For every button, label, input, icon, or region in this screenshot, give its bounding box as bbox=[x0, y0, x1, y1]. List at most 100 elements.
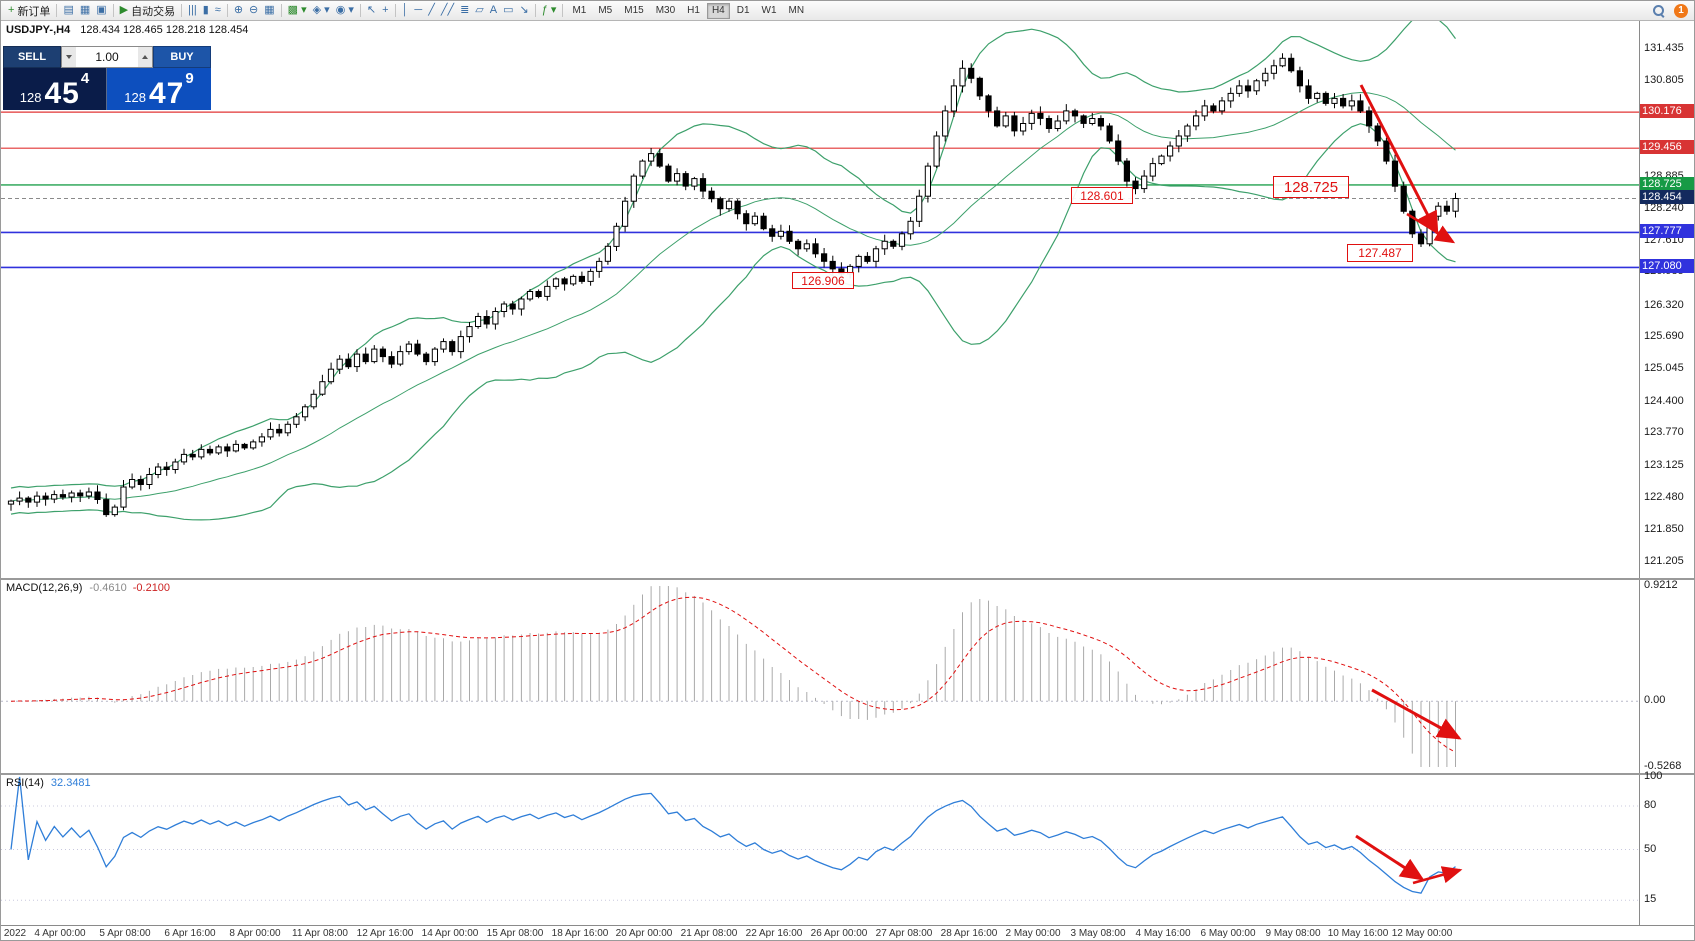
price-line-axis-label: 129.456 bbox=[1640, 140, 1694, 154]
new-chart-icon: ▩ ▾ bbox=[287, 4, 307, 16]
trendline-button[interactable]: ╱ bbox=[425, 2, 438, 20]
timeframe-d1-button[interactable]: D1 bbox=[732, 3, 755, 19]
price-tick-label: 124.400 bbox=[1644, 395, 1684, 407]
vertical-line-button[interactable]: │ bbox=[399, 2, 412, 20]
crosshair-button[interactable]: + bbox=[379, 2, 391, 20]
price-tick-label: 121.850 bbox=[1644, 523, 1684, 535]
bid-price-sup: 4 bbox=[80, 70, 90, 87]
bar-chart-button[interactable]: ||| bbox=[185, 2, 200, 20]
notification-badge[interactable]: 1 bbox=[1674, 3, 1688, 18]
data-window-icon[interactable]: ▦ bbox=[77, 2, 93, 20]
zoom-out-button[interactable]: ⊖ bbox=[246, 2, 261, 20]
price-tick-label: 125.690 bbox=[1644, 330, 1684, 342]
time-axis-label: 26 Apr 00:00 bbox=[810, 928, 868, 939]
price-annotation-label[interactable]: 128.601 bbox=[1071, 187, 1133, 204]
time-axis-label: Mar 2022 bbox=[1, 928, 27, 939]
price-tick-label: 126.320 bbox=[1644, 299, 1684, 311]
time-axis-label: 18 Apr 16:00 bbox=[551, 928, 609, 939]
panel-separator-rsi[interactable] bbox=[1, 773, 1694, 775]
cursor-button[interactable]: ↖ bbox=[364, 2, 379, 20]
timeframe-h1-button[interactable]: H1 bbox=[682, 3, 705, 19]
time-axis-label: 11 Apr 08:00 bbox=[292, 928, 348, 939]
line-chart-button[interactable]: ≈ bbox=[212, 2, 224, 20]
buy-button[interactable]: BUY bbox=[153, 46, 211, 68]
toolbar-separator bbox=[359, 4, 361, 17]
timeframe-m30-button[interactable]: M30 bbox=[651, 3, 680, 19]
new-order-button[interactable]: + 新订单 bbox=[5, 2, 53, 20]
time-axis-label: 12 Apr 16:00 bbox=[356, 928, 414, 939]
price-axis[interactable] bbox=[1639, 21, 1694, 925]
fibonacci-button[interactable]: ≣ bbox=[457, 2, 472, 20]
price-chart-canvas[interactable] bbox=[1, 21, 1639, 578]
label-button[interactable]: ▭ bbox=[500, 2, 516, 20]
timeframes-menu-button[interactable]: ◉ ▾ bbox=[333, 2, 357, 20]
bid-price-panel[interactable]: 128 45 4 bbox=[3, 68, 107, 110]
timeframe-m15-button[interactable]: M15 bbox=[619, 3, 648, 19]
candlestick-chart-icon: ▮ bbox=[202, 4, 209, 16]
time-axis-label: 6 Apr 16:00 bbox=[164, 928, 216, 939]
tile-windows-button[interactable]: ▦ bbox=[261, 2, 277, 20]
toolbar-separator bbox=[181, 4, 183, 17]
arrow-objects-button[interactable]: ↘ bbox=[517, 2, 532, 20]
auto-trading-button[interactable]: ▶ 自动交易 bbox=[117, 2, 178, 20]
timeframe-mn-button[interactable]: MN bbox=[784, 3, 810, 19]
market-watch-icon[interactable]: ▤ bbox=[60, 2, 76, 20]
symbol-timeframe-label: USDJPY-,H4 bbox=[6, 24, 71, 36]
sell-button[interactable]: SELL bbox=[3, 46, 61, 68]
volume-decrease-button[interactable] bbox=[62, 47, 76, 67]
channel-button[interactable]: ╱╱ bbox=[438, 2, 457, 20]
price-annotation-label[interactable]: 126.906 bbox=[792, 272, 854, 289]
volume-increase-button[interactable] bbox=[138, 47, 152, 67]
rsi-axis-label: 15 bbox=[1644, 893, 1657, 905]
price-tick-label: 122.480 bbox=[1644, 491, 1684, 503]
panel-separator-macd[interactable] bbox=[1, 578, 1694, 580]
fibonacci-icon: ≣ bbox=[460, 4, 470, 16]
shapes-button[interactable]: ▱ bbox=[472, 2, 486, 20]
time-axis-label: 6 May 00:00 bbox=[1200, 928, 1256, 939]
rsi-axis-label: 80 bbox=[1644, 799, 1657, 811]
price-line-axis-label: 128.725 bbox=[1640, 177, 1694, 191]
time-axis-label: 4 Apr 00:00 bbox=[34, 928, 86, 939]
new-order-icon: + bbox=[8, 4, 15, 16]
ask-price-panel[interactable]: 128 47 9 bbox=[107, 68, 211, 110]
rsi-indicator-canvas[interactable] bbox=[1, 773, 1639, 925]
indicators-button[interactable]: ƒ ▾ bbox=[539, 2, 560, 20]
zoom-in-button[interactable]: ⊕ bbox=[231, 2, 246, 20]
rsi-indicator-label: RSI(14) 32.3481 bbox=[6, 777, 91, 789]
tile-windows-icon: ▦ bbox=[264, 4, 275, 16]
crosshair-icon: + bbox=[382, 4, 389, 16]
time-axis-label: 14 Apr 00:00 bbox=[421, 928, 479, 939]
data-window-icon: ▦ bbox=[79, 4, 91, 16]
candlestick-chart-button[interactable]: ▮ bbox=[200, 2, 212, 20]
time-axis-label: 12 May 00:00 bbox=[1391, 928, 1453, 939]
trendline-icon: ╱ bbox=[428, 4, 435, 16]
timeframe-m1-button[interactable]: M1 bbox=[567, 3, 591, 19]
text-button[interactable]: A bbox=[487, 2, 500, 20]
timeframe-w1-button[interactable]: W1 bbox=[757, 3, 782, 19]
vertical-line-icon: │ bbox=[401, 4, 409, 16]
triangle-up-icon bbox=[142, 55, 148, 59]
toolbar-separator bbox=[280, 4, 282, 17]
search-icon[interactable] bbox=[1652, 4, 1665, 17]
triangle-down-icon bbox=[66, 55, 72, 59]
profiles-icon: ◈ ▾ bbox=[312, 4, 330, 16]
timeframe-m5-button[interactable]: M5 bbox=[593, 3, 617, 19]
macd-indicator-canvas[interactable] bbox=[1, 578, 1639, 773]
time-axis-label: 2 May 00:00 bbox=[1005, 928, 1061, 939]
navigator-icon[interactable]: ▣ bbox=[93, 2, 109, 20]
zoom-in-icon: ⊕ bbox=[233, 4, 244, 16]
volume-stepper bbox=[61, 46, 153, 68]
time-axis[interactable] bbox=[1, 925, 1694, 940]
profiles-button[interactable]: ◈ ▾ bbox=[310, 2, 333, 20]
timeframe-h4-button[interactable]: H4 bbox=[706, 2, 730, 19]
price-annotation-label[interactable]: 127.487 bbox=[1347, 244, 1413, 262]
new-chart-button[interactable]: ▩ ▾ bbox=[285, 2, 310, 20]
market-watch-icon: ▤ bbox=[63, 4, 74, 16]
price-annotation-label[interactable]: 128.725 bbox=[1273, 176, 1349, 198]
volume-input[interactable] bbox=[76, 47, 138, 67]
macd-axis-label: 0.9212 bbox=[1644, 579, 1678, 591]
rsi-value: 32.3481 bbox=[50, 777, 91, 789]
horizontal-line-button[interactable]: ─ bbox=[411, 2, 425, 20]
